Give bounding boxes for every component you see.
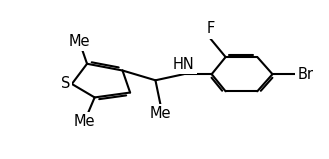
Text: Br: Br bbox=[298, 67, 314, 82]
Text: HN: HN bbox=[173, 57, 195, 72]
Text: Me: Me bbox=[74, 114, 95, 129]
Text: Me: Me bbox=[69, 34, 90, 49]
Text: S: S bbox=[61, 76, 70, 91]
Text: F: F bbox=[206, 21, 215, 36]
Text: Me: Me bbox=[150, 106, 171, 121]
